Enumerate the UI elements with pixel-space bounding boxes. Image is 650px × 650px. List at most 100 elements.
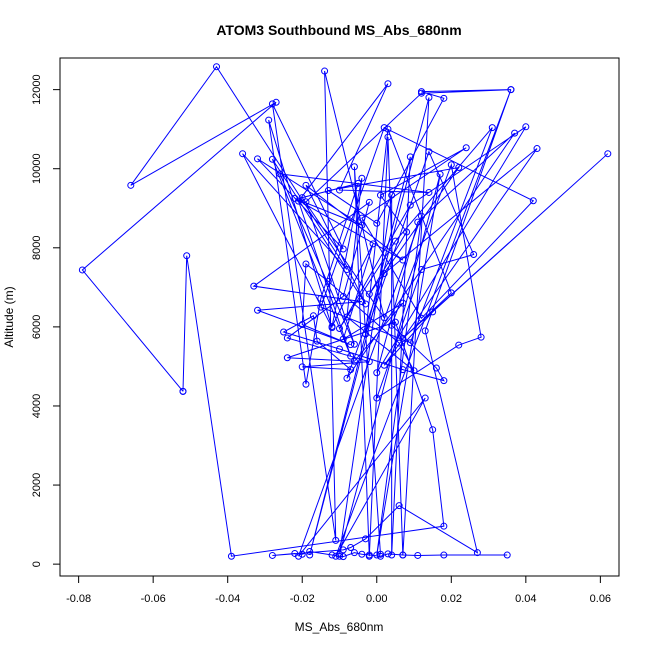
data-point <box>462 144 470 152</box>
data-point <box>388 191 396 199</box>
data-point <box>350 340 358 348</box>
data-point <box>336 552 343 560</box>
data-point <box>533 145 541 153</box>
data-point <box>339 546 347 554</box>
data-point <box>336 550 343 558</box>
data-point <box>272 98 280 106</box>
x-tick-label: -0.02 <box>290 593 315 605</box>
data-point <box>395 502 403 510</box>
data-point <box>268 551 276 559</box>
data-point <box>507 86 515 94</box>
y-tick-label: 4000 <box>31 394 43 418</box>
data-point <box>425 94 433 102</box>
data-point <box>358 550 366 558</box>
data-point <box>336 324 343 332</box>
data-point <box>298 363 306 371</box>
data-point <box>604 150 612 158</box>
data-point <box>373 369 381 377</box>
series-line <box>272 89 512 558</box>
data-point <box>302 380 310 388</box>
data-point <box>432 364 440 372</box>
data-point <box>373 551 381 559</box>
data-point <box>306 547 314 555</box>
data-point <box>328 551 336 559</box>
x-tick-label: 0.04 <box>515 593 536 605</box>
data-point <box>298 194 306 202</box>
data-point <box>321 67 329 75</box>
data-point <box>347 352 355 360</box>
data-point <box>183 252 191 260</box>
data-point <box>302 260 310 268</box>
data-point <box>339 335 347 343</box>
data-point <box>376 552 384 560</box>
data-point <box>362 535 370 543</box>
data-point <box>302 181 310 189</box>
chart-title: ATOM3 Southbound MS_Abs_680nm <box>216 22 461 38</box>
data-point <box>406 339 414 347</box>
data-point <box>365 552 373 560</box>
data-point <box>455 164 463 172</box>
data-point <box>265 116 273 124</box>
x-tick-label: 0.02 <box>441 593 462 605</box>
data-point <box>522 123 530 131</box>
data-point <box>78 266 86 274</box>
data-point <box>369 240 377 248</box>
data-point <box>295 197 303 205</box>
y-tick-label: 12000 <box>31 74 43 105</box>
data-point <box>295 552 303 560</box>
data-point <box>473 549 481 557</box>
data-point <box>376 550 384 558</box>
data-point <box>406 153 414 161</box>
data-point <box>343 313 351 321</box>
data-point <box>328 322 336 330</box>
data-point <box>365 358 373 366</box>
x-tick-label: -0.04 <box>215 593 240 605</box>
data-point <box>283 354 291 362</box>
data-point <box>511 129 519 137</box>
data-point <box>298 321 306 329</box>
data-point <box>380 124 388 132</box>
x-axis-label: MS_Abs_680nm <box>295 620 384 634</box>
plot-series <box>78 63 612 561</box>
data-point <box>425 188 433 196</box>
data-point <box>317 303 325 311</box>
data-point <box>440 377 448 385</box>
data-point <box>440 522 448 530</box>
data-point <box>227 552 235 560</box>
data-point <box>406 201 414 209</box>
data-point <box>213 63 221 71</box>
x-tick-label: -0.06 <box>141 593 166 605</box>
data-point <box>417 88 425 96</box>
data-point <box>470 251 478 259</box>
data-point <box>447 161 455 169</box>
data-point <box>384 133 392 141</box>
data-point <box>339 292 347 300</box>
data-point <box>350 357 358 365</box>
data-point <box>440 94 448 102</box>
data-point <box>280 328 288 336</box>
data-point <box>350 163 358 171</box>
data-point <box>421 394 429 402</box>
data-series-2 <box>268 86 515 561</box>
data-point <box>447 289 455 297</box>
data-point <box>324 277 332 285</box>
data-point <box>440 551 448 559</box>
data-point <box>358 174 366 182</box>
y-tick-label: 2000 <box>31 473 43 497</box>
data-point <box>417 212 425 220</box>
data-point <box>283 334 291 342</box>
data-point <box>336 186 343 194</box>
data-point <box>455 341 463 349</box>
data-point <box>384 550 392 558</box>
data-point <box>358 214 366 222</box>
x-tick-label: 0.00 <box>366 593 387 605</box>
data-point <box>313 337 321 345</box>
data-point <box>350 549 358 557</box>
data-point <box>332 552 340 560</box>
y-axis: 0 2000 4000 6000 8000 10000 12000 <box>31 74 61 567</box>
data-point <box>339 245 347 253</box>
y-tick-label: 10000 <box>31 153 43 184</box>
data-point <box>399 551 407 559</box>
data-point <box>339 553 347 561</box>
data-point <box>388 551 396 559</box>
